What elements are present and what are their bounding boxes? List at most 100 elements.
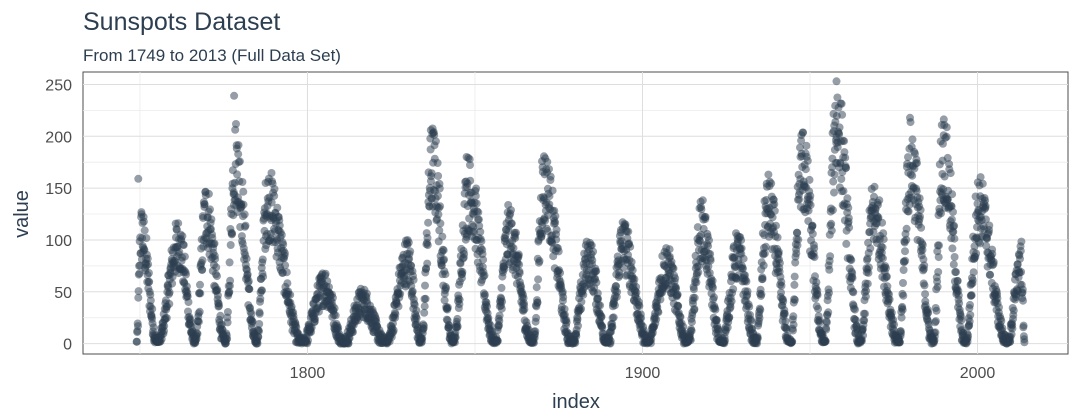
data-point <box>282 268 291 277</box>
data-point <box>230 91 239 100</box>
data-point <box>1017 237 1026 246</box>
data-point <box>433 192 442 200</box>
data-point <box>471 191 480 200</box>
data-point <box>423 233 432 242</box>
data-point <box>835 130 844 139</box>
data-point <box>948 244 957 253</box>
data-point <box>901 256 910 265</box>
data-points <box>132 77 1029 348</box>
data-point <box>225 287 234 296</box>
data-point <box>597 312 606 321</box>
data-point <box>737 244 746 253</box>
data-point <box>879 229 888 238</box>
data-point <box>808 229 817 238</box>
data-point <box>532 283 541 292</box>
data-point <box>435 184 444 193</box>
data-point <box>486 321 495 330</box>
data-point <box>955 299 964 308</box>
data-point <box>460 250 469 258</box>
data-point <box>805 175 814 184</box>
data-point <box>824 308 833 317</box>
data-point <box>775 259 784 268</box>
data-point <box>238 178 247 186</box>
data-point <box>630 275 639 284</box>
data-point <box>210 239 219 248</box>
data-point <box>572 332 581 341</box>
data-point <box>1012 293 1021 301</box>
data-point <box>840 137 849 146</box>
data-point <box>814 304 823 313</box>
data-point <box>273 203 282 212</box>
data-point <box>981 215 990 224</box>
data-point <box>845 223 854 232</box>
data-point <box>789 312 798 321</box>
data-point <box>314 307 323 316</box>
data-point <box>966 300 974 309</box>
data-point <box>822 318 831 327</box>
data-point <box>916 212 924 221</box>
data-point <box>198 256 207 265</box>
data-point <box>239 187 248 196</box>
data-point <box>656 295 665 304</box>
data-point <box>424 218 433 227</box>
data-point <box>710 293 718 302</box>
data-point <box>1016 246 1025 255</box>
data-point <box>808 221 817 230</box>
data-point <box>972 249 981 258</box>
data-point <box>917 223 926 232</box>
x-tick-label: 1900 <box>625 365 661 382</box>
data-point <box>445 321 454 330</box>
data-point <box>213 272 221 281</box>
data-point <box>904 207 913 216</box>
data-point <box>1009 306 1018 315</box>
data-point <box>801 165 810 174</box>
data-point <box>472 199 481 208</box>
data-point <box>223 318 232 327</box>
data-point <box>480 271 489 280</box>
data-point <box>144 260 153 269</box>
data-point <box>223 334 232 343</box>
data-point <box>594 294 603 303</box>
data-point <box>694 268 703 277</box>
data-point <box>729 285 738 294</box>
data-point <box>204 189 213 198</box>
data-point <box>500 265 509 274</box>
data-point <box>184 298 193 307</box>
data-point <box>196 289 205 298</box>
y-tick-label: 200 <box>45 129 72 146</box>
data-point <box>334 323 343 332</box>
data-point <box>671 274 680 283</box>
data-point <box>895 338 904 347</box>
data-point <box>770 200 779 209</box>
data-point <box>234 150 243 159</box>
data-point <box>462 153 471 161</box>
data-point <box>957 316 966 325</box>
data-point <box>577 304 586 313</box>
data-point <box>739 264 747 273</box>
data-point <box>989 258 998 266</box>
data-point <box>676 312 685 321</box>
data-point <box>1019 321 1028 330</box>
data-point <box>708 283 717 292</box>
data-point <box>362 289 371 298</box>
data-point <box>690 305 699 313</box>
data-point <box>810 244 819 253</box>
data-point <box>864 263 873 272</box>
data-point <box>627 258 636 266</box>
data-point <box>476 227 485 236</box>
data-point <box>692 278 701 287</box>
data-point <box>628 266 637 275</box>
data-point <box>949 260 958 269</box>
data-point <box>146 290 155 299</box>
data-point <box>577 297 586 306</box>
data-point <box>753 334 762 343</box>
data-point <box>412 306 421 315</box>
data-point <box>822 325 831 334</box>
data-point <box>793 228 802 237</box>
data-point <box>441 270 450 279</box>
data-point <box>772 221 780 230</box>
y-tick-label: 50 <box>54 285 72 302</box>
data-point <box>389 326 398 335</box>
y-tick-label: 150 <box>45 181 72 198</box>
data-point <box>535 257 544 265</box>
